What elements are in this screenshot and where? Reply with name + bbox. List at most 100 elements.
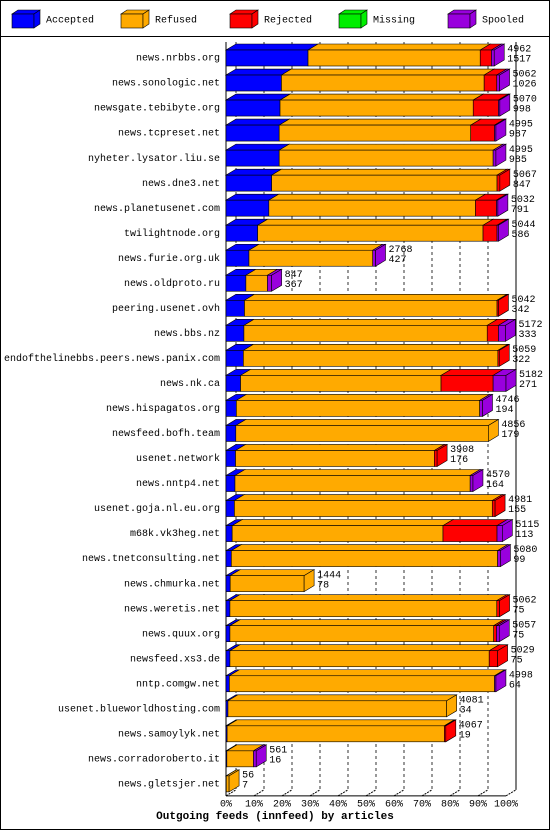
bar-face [253, 750, 257, 768]
bar-side [446, 694, 457, 718]
bar-face [224, 93, 292, 101]
bar-face [475, 199, 497, 217]
bar-segment [243, 293, 509, 317]
y-tick-label: usenet.network [136, 453, 220, 465]
bar-face [242, 344, 509, 351]
bar-segment [224, 68, 293, 92]
bar-face [226, 725, 445, 743]
y-tick-label: m68k.vk3heg.net [130, 528, 220, 540]
bar-face [227, 700, 447, 718]
bar-face [234, 419, 500, 426]
bar-face [469, 475, 474, 492]
total-label: 5062 [513, 595, 537, 606]
bar-side [375, 243, 386, 267]
total-label: 5172 [518, 320, 542, 331]
tick-mark [505, 789, 517, 797]
accepted-label: 113 [515, 530, 533, 541]
total-label: 2768 [389, 245, 413, 256]
accepted-label: 64 [509, 680, 521, 691]
tick-mark [281, 789, 293, 797]
bar-segment [228, 669, 506, 693]
bar-face [225, 650, 231, 668]
bar-face [224, 43, 320, 51]
bar-segment [306, 43, 492, 67]
bar-face [234, 475, 471, 492]
y-tick-label: news.hispagatos.org [106, 403, 220, 415]
y-tick-label: usenet.blueworldhosting.com [58, 703, 220, 715]
bar-segment [239, 369, 453, 392]
tick-mark [393, 789, 405, 797]
bar-face [278, 143, 505, 151]
bar-segment [233, 469, 482, 492]
legend-swatch-side [360, 9, 368, 29]
bar-face [491, 500, 496, 517]
y-tick-label: news.nrbbs.org [136, 53, 220, 65]
bar-face [225, 475, 236, 492]
bar-face [229, 575, 305, 592]
bar-segment [256, 218, 495, 242]
bar-face [442, 525, 498, 542]
bar-face [486, 325, 499, 342]
bar-face [225, 500, 235, 517]
bar-face [225, 274, 247, 292]
bar-segment [231, 519, 455, 542]
tick-mark [421, 789, 433, 797]
accepted-label: 333 [518, 330, 536, 341]
bar-face [270, 168, 509, 176]
bar-segment [224, 118, 291, 142]
bar-segment [224, 494, 246, 517]
accepted-label: 367 [285, 280, 303, 291]
accepted-label: 322 [512, 355, 530, 366]
bar-face [248, 249, 374, 267]
x-tick-label: 70% [413, 800, 431, 811]
bar-face [496, 74, 500, 92]
bar-segment [234, 444, 446, 467]
bar-face [225, 425, 237, 442]
total-label: 4995 [509, 145, 533, 156]
bar-face [242, 319, 499, 326]
total-label: 4998 [509, 670, 533, 681]
bar-side [498, 293, 509, 317]
bar-segment [225, 744, 265, 768]
accepted-label: 998 [513, 105, 531, 116]
bar-side [494, 494, 506, 518]
bar-face [239, 369, 453, 376]
bar-face [229, 650, 490, 668]
bar-face [372, 249, 376, 267]
bar-segment [224, 193, 280, 217]
bar-face [280, 68, 496, 76]
bar-side [495, 118, 507, 142]
bar-face [225, 450, 236, 467]
accepted-label: 791 [511, 205, 529, 216]
bar-segment [270, 168, 509, 192]
bar-side [499, 594, 510, 618]
legend-swatch-side [251, 9, 259, 29]
bar-face [278, 149, 494, 167]
bar-side [488, 418, 499, 442]
tick-mark [253, 789, 265, 797]
total-label: 5080 [513, 545, 537, 556]
bar-segment [492, 369, 518, 392]
total-label: 5059 [512, 345, 536, 356]
x-tick-label: 100% [494, 800, 518, 811]
x-tick-label: 20% [273, 800, 291, 811]
bar-face [233, 494, 504, 501]
bar-side [498, 343, 510, 367]
bar-face [231, 525, 444, 542]
accepted-label: 427 [389, 255, 407, 266]
bar-face [497, 550, 501, 567]
bar-face [225, 550, 232, 567]
total-label: 847 [285, 270, 303, 281]
bar-side [436, 443, 448, 468]
bar-face [230, 544, 509, 551]
bar-face [225, 600, 231, 617]
bar-segment [483, 68, 508, 92]
accepted-label: 586 [511, 230, 529, 241]
bar-face [225, 775, 230, 793]
bar-side [499, 168, 511, 192]
bar-side [502, 519, 513, 543]
bar-segment [481, 218, 509, 242]
bar-face [225, 74, 282, 92]
bar-face [440, 375, 494, 392]
